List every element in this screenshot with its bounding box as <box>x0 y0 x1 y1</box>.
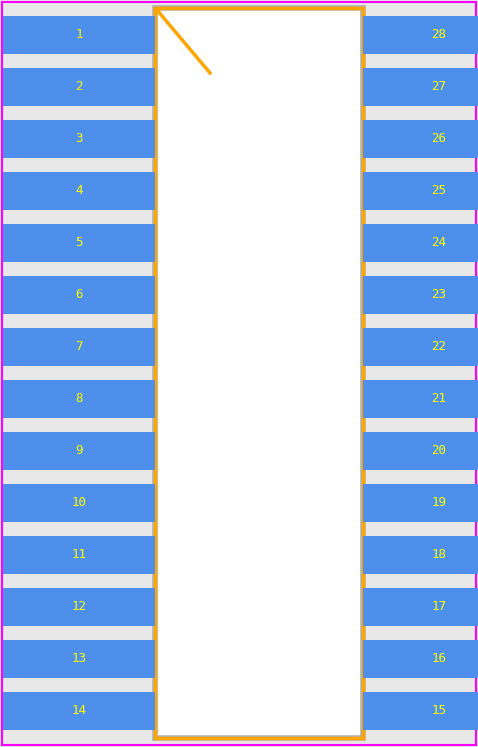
Bar <box>363 536 478 574</box>
Text: 11: 11 <box>72 548 87 562</box>
Text: 1: 1 <box>75 28 83 42</box>
Bar <box>3 276 155 314</box>
Bar <box>3 432 155 470</box>
Text: 16: 16 <box>432 652 446 666</box>
Bar <box>3 224 155 262</box>
Bar <box>363 484 478 522</box>
Bar <box>3 588 155 626</box>
Text: 5: 5 <box>75 237 83 249</box>
Bar <box>363 120 478 158</box>
Bar <box>3 16 155 54</box>
Bar <box>155 8 363 738</box>
Text: 23: 23 <box>432 288 446 302</box>
Text: 26: 26 <box>432 132 446 146</box>
Text: 28: 28 <box>432 28 446 42</box>
Text: 24: 24 <box>432 237 446 249</box>
Text: 21: 21 <box>432 392 446 406</box>
Bar <box>363 692 478 730</box>
Text: 12: 12 <box>72 601 87 613</box>
Text: 17: 17 <box>432 601 446 613</box>
Bar <box>155 8 363 738</box>
Bar <box>363 640 478 678</box>
Bar <box>363 68 478 106</box>
Text: 13: 13 <box>72 652 87 666</box>
Text: 2: 2 <box>75 81 83 93</box>
Text: 3: 3 <box>75 132 83 146</box>
Text: 4: 4 <box>75 185 83 197</box>
Bar <box>3 380 155 418</box>
Bar <box>3 68 155 106</box>
Text: 15: 15 <box>432 704 446 718</box>
Text: 22: 22 <box>432 341 446 353</box>
Text: 10: 10 <box>72 497 87 509</box>
Bar <box>363 432 478 470</box>
Bar <box>363 172 478 210</box>
Bar <box>363 276 478 314</box>
Text: 9: 9 <box>75 444 83 457</box>
Bar <box>363 588 478 626</box>
Text: 19: 19 <box>432 497 446 509</box>
Bar <box>363 328 478 366</box>
Bar <box>363 16 478 54</box>
Text: 6: 6 <box>75 288 83 302</box>
Text: 27: 27 <box>432 81 446 93</box>
Bar <box>3 328 155 366</box>
Text: 7: 7 <box>75 341 83 353</box>
Text: 20: 20 <box>432 444 446 457</box>
Text: 18: 18 <box>432 548 446 562</box>
Bar <box>363 380 478 418</box>
Bar <box>3 640 155 678</box>
Text: 8: 8 <box>75 392 83 406</box>
Text: 14: 14 <box>72 704 87 718</box>
Text: 25: 25 <box>432 185 446 197</box>
Bar <box>3 536 155 574</box>
Bar <box>3 172 155 210</box>
Bar <box>3 120 155 158</box>
Bar <box>363 224 478 262</box>
Bar <box>3 484 155 522</box>
Bar <box>3 692 155 730</box>
